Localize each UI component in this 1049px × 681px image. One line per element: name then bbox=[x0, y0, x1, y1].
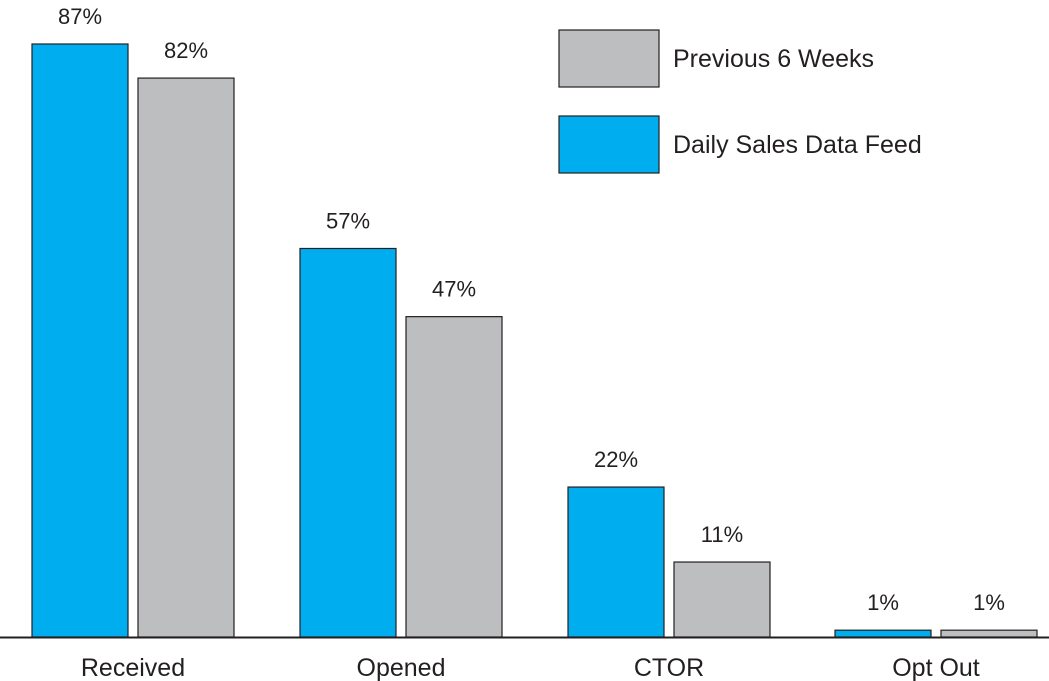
bar-daily-sales-data-feed-opt-out bbox=[834, 629, 932, 638]
legend-label-previous-6-weeks: Previous 6 Weeks bbox=[673, 45, 874, 73]
value-labels-layer: 87% 82% 57% 47% 22% 11% 1% 1% bbox=[58, 4, 1005, 615]
bar-daily-sales-data-feed-received bbox=[31, 43, 129, 638]
legend-swatch-previous-6-weeks bbox=[558, 29, 660, 88]
legend-swatch-daily-sales-data-feed bbox=[558, 115, 660, 174]
bar-previous-6-weeks-ctor bbox=[673, 561, 771, 638]
category-label-opened: Opened bbox=[357, 654, 446, 681]
value-label-previous-6-weeks-ctor: 11% bbox=[701, 522, 743, 547]
category-label-ctor: CTOR bbox=[634, 654, 704, 681]
value-label-daily-sales-data-feed-opened: 57% bbox=[326, 208, 370, 233]
value-label-previous-6-weeks-opened: 47% bbox=[432, 277, 476, 302]
value-label-daily-sales-data-feed-ctor: 22% bbox=[594, 447, 638, 472]
bar-daily-sales-data-feed-opened bbox=[299, 247, 397, 638]
bars-layer bbox=[31, 43, 1038, 638]
bar-previous-6-weeks-opt-out bbox=[940, 629, 1038, 638]
bar-daily-sales-data-feed-ctor bbox=[567, 486, 665, 638]
category-label-received: Received bbox=[81, 654, 185, 681]
bar-previous-6-weeks-opened bbox=[405, 316, 503, 638]
value-label-previous-6-weeks-received: 82% bbox=[164, 38, 208, 63]
category-labels-layer: Received Opened CTOR Opt Out bbox=[81, 654, 980, 681]
legend-label-daily-sales-data-feed: Daily Sales Data Feed bbox=[673, 131, 922, 159]
value-label-daily-sales-data-feed-opt-out: 1% bbox=[867, 590, 899, 615]
legend: Previous 6 Weeks Daily Sales Data Feed bbox=[558, 29, 922, 174]
bar-previous-6-weeks-received bbox=[137, 77, 235, 638]
value-label-daily-sales-data-feed-received: 87% bbox=[58, 4, 102, 29]
value-label-previous-6-weeks-opt-out: 1% bbox=[973, 590, 1005, 615]
category-label-opt-out: Opt Out bbox=[892, 654, 980, 681]
